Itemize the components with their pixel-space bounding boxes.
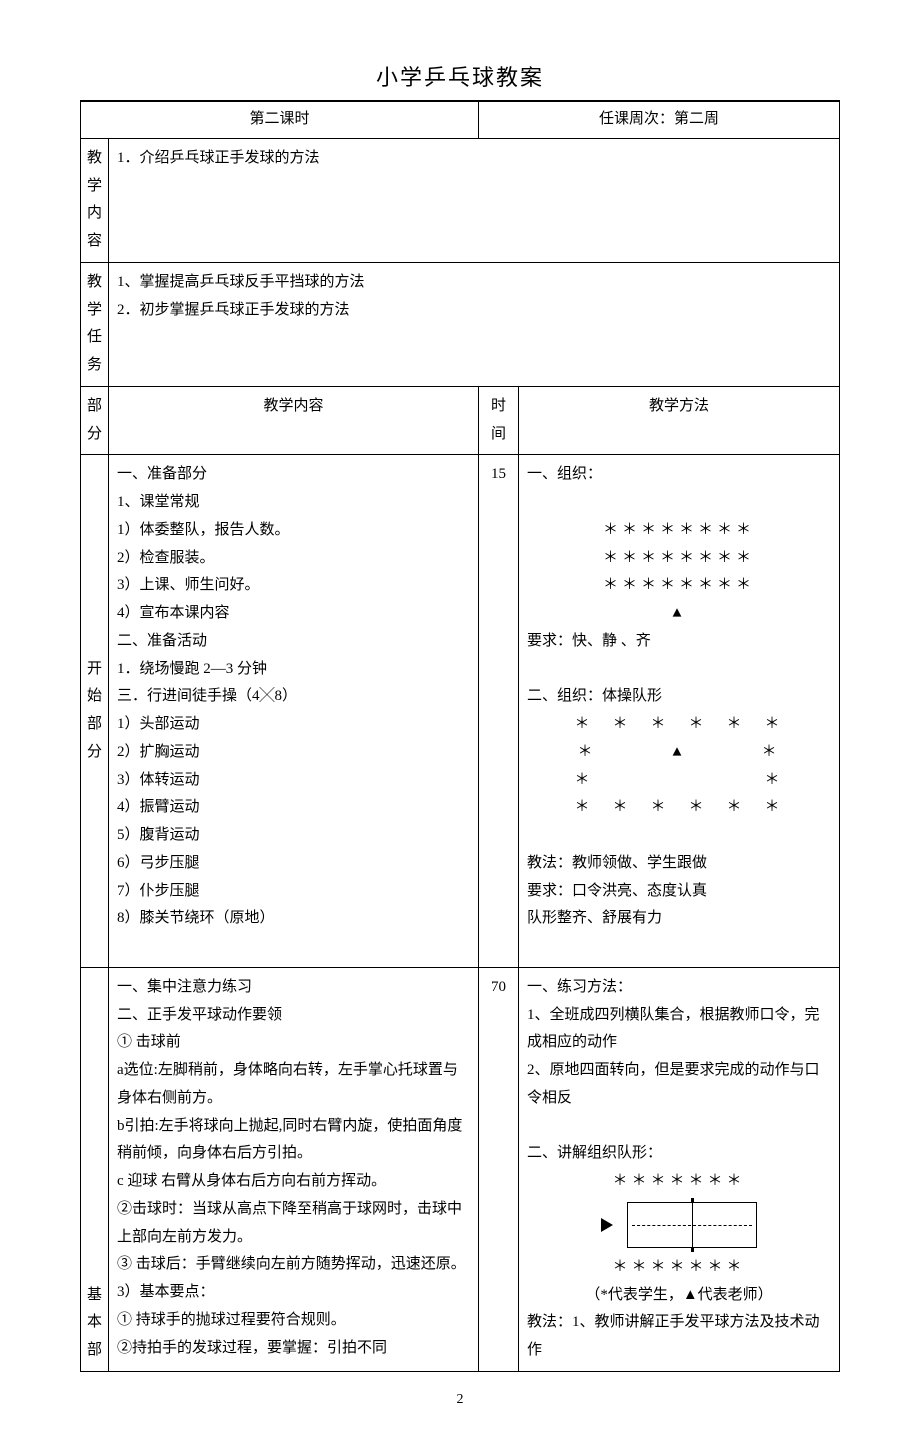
bc-l5: b引拍:左手将球向上抛起,同时右臂内旋，使拍面角度稍前倾，向身体右后方引拍。 <box>117 1113 470 1169</box>
bm-m1: 一、练习方法： <box>527 974 831 1002</box>
bm-m3: 2、原地四面转向，但是要求完成的动作与口令相反 <box>527 1057 831 1113</box>
week-number: 任课周次：第二周 <box>479 102 840 139</box>
bm-m6: 教法：1、教师讲解正手发平球方法及技术动作 <box>527 1309 831 1365</box>
col-method-header: 教学方法 <box>519 386 840 455</box>
document-body: 第二课时 任课周次：第二周 教学内容 1．介绍乒乓球正手发球的方法 教学任务 1… <box>80 100 840 1372</box>
start-section-label: 开始部分 <box>81 455 109 968</box>
bc-l2: 二、正手发平球动作要领 <box>117 1002 470 1030</box>
teacher-triangle-icon <box>601 1218 613 1232</box>
start-time: 15 <box>479 455 519 968</box>
bc-l10: ① 持球手的抛球过程要符合规则。 <box>117 1307 470 1335</box>
sm-m4: 教法：教师领做、学生跟做 <box>527 850 831 878</box>
lesson-number: 第二课时 <box>81 102 479 139</box>
teach-content-row: 教学内容 1．介绍乒乓球正手发球的方法 <box>81 138 840 262</box>
sm-g3: ＊ ＊ <box>527 767 831 795</box>
sc-l10: 1）头部运动 <box>117 711 470 739</box>
basic-content: 一、集中注意力练习 二、正手发平球动作要领 ① 击球前 a选位:左脚稍前，身体略… <box>109 967 479 1371</box>
sc-l14: 5）腹背运动 <box>117 822 470 850</box>
sc-l9: 三．行进间徒手操（4╳8） <box>117 683 470 711</box>
teach-task-text: 1、掌握提高乒乓球反手平挡球的方法 2．初步掌握乒乓球正手发球的方法 <box>109 262 840 386</box>
task-line-2: 2．初步掌握乒乓球正手发球的方法 <box>117 297 831 325</box>
bc-l1: 一、集中注意力练习 <box>117 974 470 1002</box>
sc-l6: 4）宣布本课内容 <box>117 600 470 628</box>
sc-l2: 1、课堂常规 <box>117 489 470 517</box>
sc-l3: 1）体委整队，报告人数。 <box>117 517 470 545</box>
sc-l16: 7）仆步压腿 <box>117 878 470 906</box>
sc-l15: 6）弓步压腿 <box>117 850 470 878</box>
sm-m5: 要求：口令洪亮、态度认真 <box>527 878 831 906</box>
sm-g1: ＊ ＊ ＊ ＊ ＊ ＊ <box>527 711 831 739</box>
section-header-row: 部分 教学内容 时间 教学方法 <box>81 386 840 455</box>
basic-section-label: 基本部 <box>81 967 109 1371</box>
bm-m5: （*代表学生，▲代表老师） <box>527 1282 831 1310</box>
sc-l12: 3）体转运动 <box>117 767 470 795</box>
teach-content-text: 1．介绍乒乓球正手发球的方法 <box>109 138 840 262</box>
start-method: 一、组织： ＊＊＊＊＊＊＊＊ ＊＊＊＊＊＊＊＊ ＊＊＊＊＊＊＊＊ ▲ 要求：快、… <box>519 455 840 968</box>
page-number: 2 <box>80 1392 840 1408</box>
bm-f1: ＊＊＊＊＊＊＊ <box>527 1168 831 1196</box>
teach-content-label: 教学内容 <box>81 138 109 262</box>
teach-task-label: 教学任务 <box>81 262 109 386</box>
bc-l6: c 迎球 右臂从身体右后方向右前方挥动。 <box>117 1168 470 1196</box>
sm-f3: ＊＊＊＊＊＊＊＊ <box>527 572 831 600</box>
bc-l11: ②持拍手的发球过程，要掌握：引拍不同 <box>117 1335 470 1363</box>
sm-m1: 一、组织： <box>527 461 831 489</box>
sm-m6: 队形整齐、舒展有力 <box>527 905 831 933</box>
bm-f2: ＊＊＊＊＊＊＊ <box>527 1254 831 1282</box>
sc-l4: 2）检查服装。 <box>117 545 470 573</box>
sm-g4: ＊ ＊ ＊ ＊ ＊ ＊ <box>527 794 831 822</box>
basic-method: 一、练习方法： 1、全班成四列横队集合，根据教师口令，完成相应的动作 2、原地四… <box>519 967 840 1371</box>
col-content-header: 教学内容 <box>109 386 479 455</box>
sm-f4: ▲ <box>527 600 831 628</box>
bc-l3: ① 击球前 <box>117 1029 470 1057</box>
sm-g2: ＊ ▲ ＊ <box>527 739 831 767</box>
col-time-header: 时间 <box>479 386 519 455</box>
bm-m4: 二、讲解组织队形： <box>527 1140 831 1168</box>
sm-f1: ＊＊＊＊＊＊＊＊ <box>527 517 831 545</box>
page-title: 小学乒乓球教案 <box>80 60 840 92</box>
bm-m2: 1、全班成四列横队集合，根据教师口令，完成相应的动作 <box>527 1002 831 1058</box>
sc-l17: 8）膝关节绕环（原地） <box>117 905 470 933</box>
basic-time: 70 <box>479 967 519 1371</box>
teach-task-row: 教学任务 1、掌握提高乒乓球反手平挡球的方法 2．初步掌握乒乓球正手发球的方法 <box>81 262 840 386</box>
sc-l5: 3）上课、师生问好。 <box>117 572 470 600</box>
bc-l7: ②击球时：当球从高点下降至稍高于球网时，击球中上部向左前方发力。 <box>117 1196 470 1252</box>
task-line-1: 1、掌握提高乒乓球反手平挡球的方法 <box>117 269 831 297</box>
sc-l13: 4）振臂运动 <box>117 794 470 822</box>
lesson-table: 第二课时 任课周次：第二周 教学内容 1．介绍乒乓球正手发球的方法 教学任务 1… <box>80 101 840 1371</box>
bc-l8: ③ 击球后：手臂继续向左前方随势挥动，迅速还原。 <box>117 1251 470 1279</box>
table-diagram-row <box>527 1202 831 1248</box>
header-row: 第二课时 任课周次：第二周 <box>81 102 840 139</box>
start-section-row: 开始部分 一、准备部分 1、课堂常规 1）体委整队，报告人数。 2）检查服装。 … <box>81 455 840 968</box>
sc-l7: 二、准备活动 <box>117 628 470 656</box>
sm-m2: 要求：快、静 、齐 <box>527 628 831 656</box>
start-content: 一、准备部分 1、课堂常规 1）体委整队，报告人数。 2）检查服装。 3）上课、… <box>109 455 479 968</box>
col-part-header: 部分 <box>81 386 109 455</box>
sm-m3: 二、组织：体操队形 <box>527 683 831 711</box>
basic-section-row: 基本部 一、集中注意力练习 二、正手发平球动作要领 ① 击球前 a选位:左脚稍前… <box>81 967 840 1371</box>
sm-f2: ＊＊＊＊＊＊＊＊ <box>527 545 831 573</box>
bc-l4: a选位:左脚稍前，身体略向右转，左手掌心托球置与身体右侧前方。 <box>117 1057 470 1113</box>
sc-l1: 一、准备部分 <box>117 461 470 489</box>
pingpong-table-icon <box>627 1202 757 1248</box>
sc-l11: 2）扩胸运动 <box>117 739 470 767</box>
bc-l9: 3）基本要点： <box>117 1279 470 1307</box>
sc-l8: 1．绕场慢跑 2—3 分钟 <box>117 656 470 684</box>
